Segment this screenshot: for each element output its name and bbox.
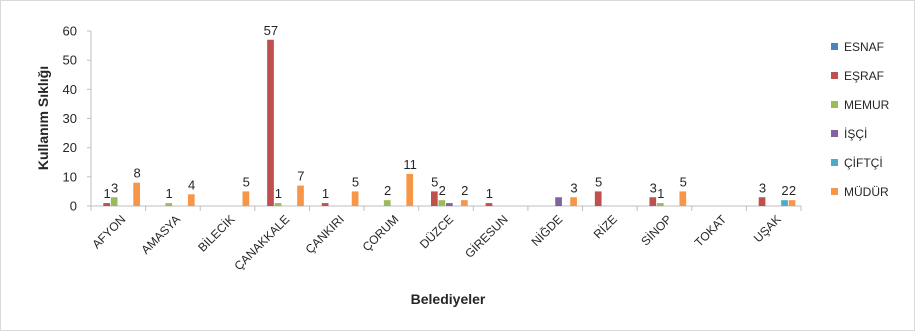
y-tick-label: 0 — [70, 199, 77, 214]
bar-mudur-afyon — [133, 182, 141, 206]
legend-swatch-i-sci- — [831, 130, 838, 137]
legend-label-mudur: MÜDÜR — [844, 185, 889, 199]
legend: ESNAF EŞRAF MEMUR İŞÇİ ÇİFTÇİ MÜDÜR — [831, 40, 890, 199]
y-tick-label: 40 — [63, 82, 77, 97]
data-label-mudur-bi-leci-k: 5 — [243, 174, 250, 189]
bar-mudur-duzce — [461, 200, 468, 206]
bar-mudur-si-nop — [679, 191, 687, 206]
bar-esraf-gi-resun — [485, 203, 493, 206]
x-tick-label-cankiri: ÇANKIRI — [303, 212, 347, 256]
legend-swatch-esnaf — [831, 43, 838, 50]
x-tick-label-canakkale: ÇANAKKALE — [231, 212, 292, 273]
bar-chart: 0 10 20 30 40 50 60 AFYON AMASYA BİLECİKÇANAKKALE… — [35, 23, 890, 307]
bar-memur-si-nop — [656, 203, 664, 206]
legend-swatch-mudur — [831, 188, 838, 195]
bar-mudur-ni-gde — [570, 197, 577, 206]
x-tick-label-ri-ze: RİZE — [591, 212, 620, 241]
data-label-memur-afyon: 3 — [111, 180, 118, 195]
data-label-esraf-gi-resun: 1 — [486, 186, 493, 201]
data-label-mudur-si-nop: 5 — [680, 174, 687, 189]
data-label-esraf-si-nop: 3 — [650, 180, 657, 195]
legend-label-esraf: EŞRAF — [844, 69, 884, 83]
x-tick-label-duzce: DÜZCE — [417, 212, 456, 251]
x-tick-label-tokat: TOKAT — [692, 212, 730, 250]
x-tick-label-gi-resun: GİRESUN — [462, 212, 511, 261]
y-tick-label: 10 — [63, 169, 77, 184]
legend-label-i-sci-: İŞÇİ — [844, 127, 867, 141]
bar-i-sci--duzce — [446, 203, 453, 206]
data-label-memur-amasya: 1 — [166, 186, 173, 201]
x-tick-label-corum: ÇORUM — [360, 212, 402, 254]
bar-memur-canakkale — [274, 203, 282, 206]
legend-swatch-memur — [831, 101, 838, 108]
x-tick-label-ni-gde: NİĞDE — [528, 212, 565, 249]
data-label-mudur-usak: 2 — [789, 183, 796, 198]
x-tick-label-afyon: AFYON — [89, 212, 128, 251]
data-label-esraf-ri-ze: 5 — [595, 174, 602, 189]
data-label-esraf-canakkale: 57 — [264, 23, 278, 38]
bar-esraf-si-nop — [649, 197, 657, 206]
bar-mudur-amasya — [187, 194, 195, 206]
data-label-ci-ftci--usak: 2 — [781, 183, 788, 198]
legend-swatch-esraf — [831, 72, 838, 79]
legend-label-esnaf: ESNAF — [844, 40, 884, 54]
y-axis-title: Kullanım Sıklığı — [35, 66, 51, 170]
bar-mudur-cankiri — [351, 191, 359, 206]
data-label-memur-canakkale: 1 — [275, 186, 282, 201]
legend-swatch-ci-ftci- — [831, 159, 838, 166]
x-tick-label-amasya: AMASYA — [138, 212, 183, 257]
bar-mudur-corum — [406, 173, 414, 206]
data-label-mudur-amasya: 4 — [188, 177, 195, 192]
bar-memur-duzce — [438, 200, 446, 206]
bar-mudur-canakkale — [297, 185, 304, 206]
y-tick-label: 30 — [63, 111, 77, 126]
y-tick-label: 20 — [63, 140, 77, 155]
data-label-esraf-afyon: 1 — [103, 186, 110, 201]
legend-label-ci-ftci-: ÇİFTÇİ — [844, 156, 883, 170]
x-tick-label-si-nop: SİNOP — [638, 212, 674, 248]
x-tick-label-usak: UŞAK — [751, 212, 784, 245]
data-label-mudur-corum: 11 — [403, 157, 417, 172]
y-tick-label: 50 — [63, 53, 77, 68]
bar-esraf-ri-ze — [594, 191, 602, 206]
bar-esraf-duzce — [431, 191, 438, 206]
data-label-esraf-cankiri: 1 — [322, 186, 329, 201]
bar-esraf-cankiri — [321, 203, 329, 206]
bar-ci-ftci--usak — [781, 200, 788, 206]
x-tick-label-bi-leci-k: BİLECİK — [195, 212, 237, 254]
bar-mudur-usak — [788, 200, 796, 206]
bar-esraf-usak — [758, 197, 766, 206]
data-label-memur-duzce: 2 — [439, 183, 446, 198]
bar-memur-amasya — [165, 203, 173, 206]
data-label-mudur-duzce: 2 — [461, 183, 468, 198]
bar-esraf-canakkale — [267, 39, 274, 206]
axes: 0 10 20 30 40 50 60 AFYON AMASYA BİLECİKÇANAKKALE… — [63, 24, 802, 273]
bar-mudur-bi-leci-k — [242, 191, 250, 206]
bar-esraf-afyon — [103, 203, 111, 206]
data-label-mudur-ni-gde: 3 — [570, 180, 577, 195]
data-label-esraf-usak: 3 — [759, 180, 766, 195]
legend-label-memur: MEMUR — [844, 98, 890, 112]
data-label-mudur-canakkale: 7 — [297, 169, 304, 184]
bars — [103, 39, 796, 206]
x-axis-title: Belediyeler — [411, 291, 486, 307]
data-label-esraf-duzce: 5 — [431, 174, 438, 189]
data-label-mudur-cankiri: 5 — [352, 174, 359, 189]
bar-memur-afyon — [110, 197, 118, 206]
bar-i-sci--ni-gde — [555, 197, 562, 206]
y-tick-label: 60 — [63, 24, 77, 39]
data-label-mudur-afyon: 8 — [133, 166, 140, 181]
data-label-memur-si-nop: 1 — [657, 186, 664, 201]
data-label-memur-corum: 2 — [384, 183, 391, 198]
bar-memur-corum — [383, 200, 391, 206]
